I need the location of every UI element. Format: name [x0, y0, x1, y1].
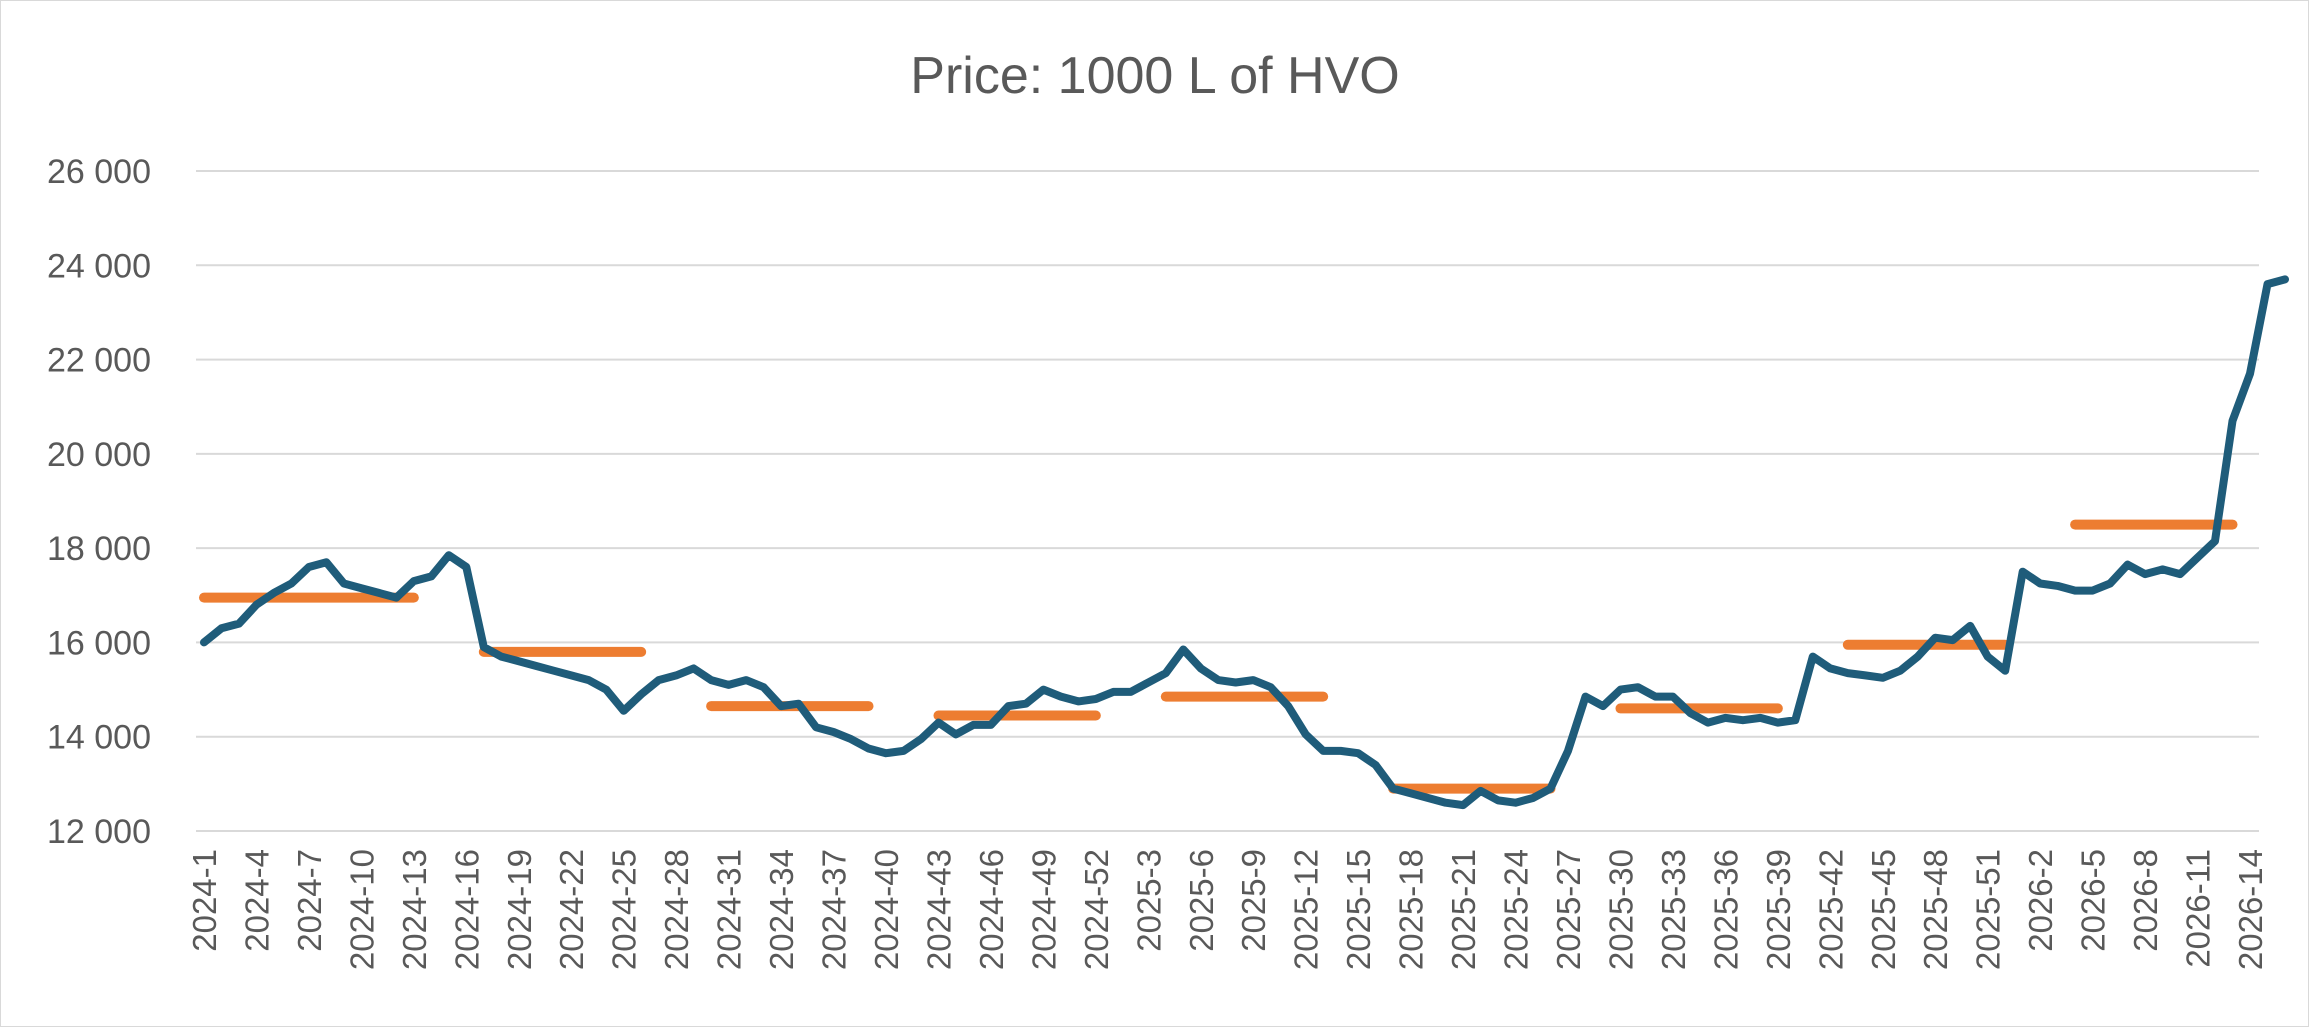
- x-tick-label: 2024-10: [343, 849, 380, 970]
- x-tick-label: 2024-19: [501, 849, 538, 970]
- y-axis-tick-labels: 12 000 14 000 16 000 18 000 20 000 22 000 24 0…: [47, 153, 151, 851]
- y-tick-label: 14 000: [47, 719, 151, 757]
- x-tick-label: 2026-14: [2232, 849, 2269, 970]
- x-axis-tick-labels: 2024-1 2024-4 2024-7 2024-10 2024-13 2024-16 2…: [186, 849, 2269, 970]
- y-tick-label: 12 000: [47, 813, 151, 851]
- x-tick-label: 2024-1: [186, 849, 223, 952]
- x-tick-label: 2024-52: [1078, 849, 1115, 970]
- y-tick-label: 16 000: [47, 624, 151, 662]
- y-tick-label: 26 000: [47, 153, 151, 191]
- x-tick-label: 2025-30: [1602, 849, 1639, 970]
- x-tick-label: 2026-5: [2075, 849, 2112, 952]
- x-tick-label: 2025-15: [1340, 849, 1377, 970]
- x-tick-label: 2025-33: [1655, 849, 1692, 970]
- y-tick-label: 20 000: [47, 436, 151, 474]
- price-series: [200, 275, 2289, 810]
- x-tick-label: 2025-24: [1498, 849, 1535, 970]
- x-tick-label: 2025-18: [1393, 849, 1430, 970]
- x-tick-label: 2025-21: [1445, 849, 1482, 970]
- x-tick-label: 2024-13: [396, 849, 433, 970]
- x-tick-label: 2025-48: [1917, 849, 1954, 970]
- x-tick-label: 2024-37: [816, 849, 853, 970]
- x-tick-label: 2024-25: [606, 849, 643, 970]
- x-tick-label: 2026-8: [2127, 849, 2164, 952]
- x-tick-label: 2024-16: [448, 849, 485, 970]
- x-tick-label: 2025-9: [1235, 849, 1272, 952]
- x-tick-label: 2024-31: [711, 849, 748, 970]
- x-tick-label: 2026-11: [2180, 849, 2217, 968]
- x-tick-label: 2025-42: [1812, 849, 1849, 970]
- x-tick-label: 2025-3: [1130, 849, 1167, 952]
- x-tick-label: 2024-4: [238, 849, 275, 952]
- x-tick-label: 2024-22: [553, 849, 590, 970]
- gridlines: [196, 170, 2259, 832]
- x-tick-label: 2024-46: [973, 849, 1010, 970]
- x-tick-label: 2025-51: [1970, 849, 2007, 970]
- x-tick-label: 2024-40: [868, 849, 905, 970]
- average-segments: [199, 519, 2238, 794]
- x-tick-label: 2025-12: [1288, 849, 1325, 970]
- x-tick-label: 2024-34: [763, 849, 800, 970]
- x-tick-label: 2025-27: [1550, 849, 1587, 970]
- chart-title: Price: 1000 L of HVO: [910, 47, 1399, 105]
- x-tick-label: 2025-6: [1183, 849, 1220, 952]
- x-tick-label: 2024-49: [1025, 849, 1062, 970]
- x-tick-label: 2024-28: [658, 849, 695, 970]
- price-line: [200, 275, 2289, 810]
- x-tick-label: 2025-36: [1707, 849, 1744, 970]
- y-tick-label: 18 000: [47, 530, 151, 568]
- y-tick-label: 24 000: [47, 247, 151, 285]
- x-tick-label: 2024-7: [291, 849, 328, 952]
- y-tick-label: 22 000: [47, 342, 151, 380]
- x-tick-label: 2025-39: [1760, 849, 1797, 970]
- x-tick-label: 2024-43: [920, 849, 957, 970]
- x-tick-label: 2025-45: [1865, 849, 1902, 970]
- x-tick-label: 2026-2: [2022, 849, 2059, 952]
